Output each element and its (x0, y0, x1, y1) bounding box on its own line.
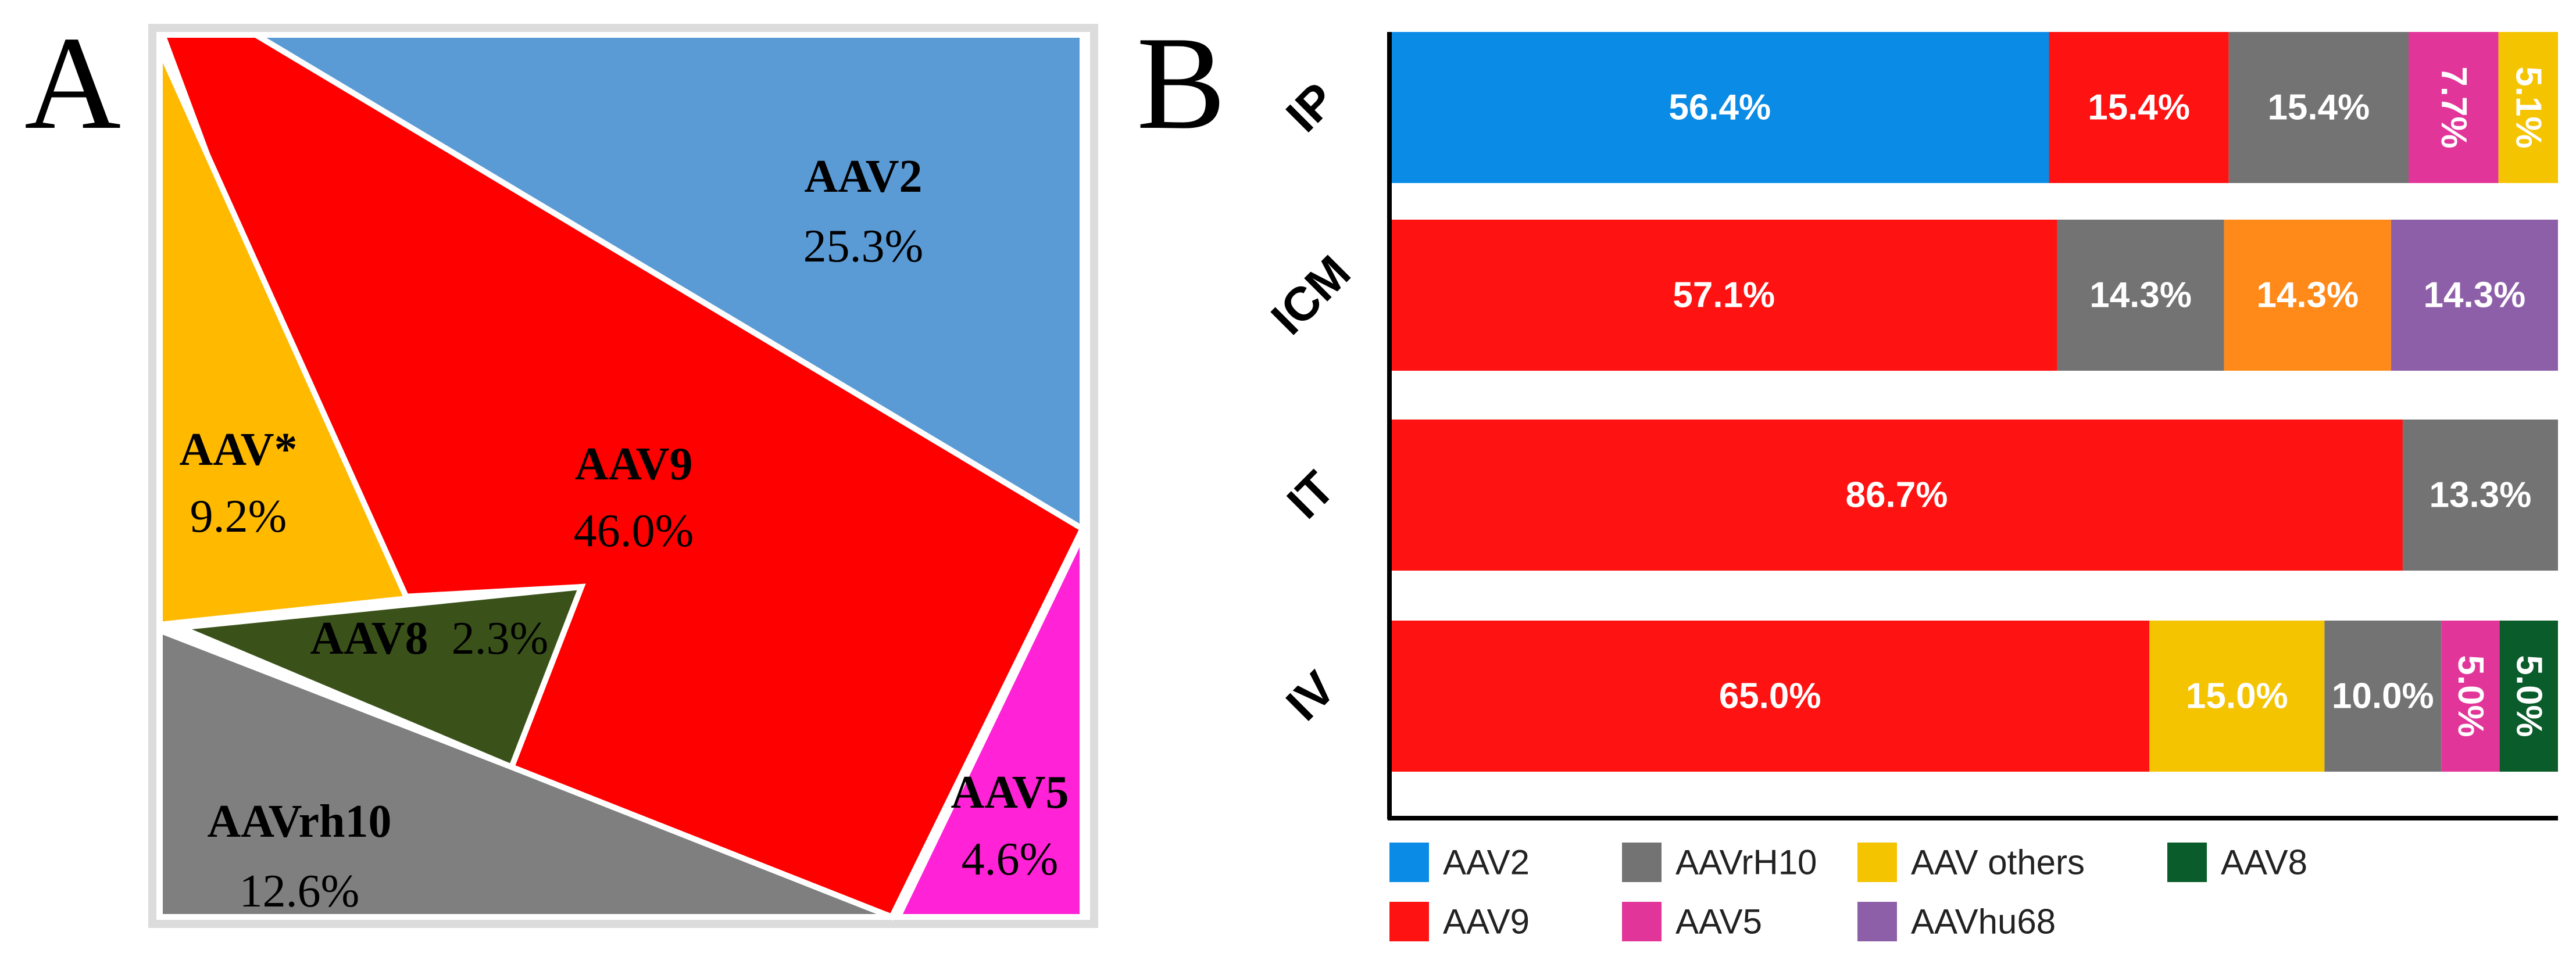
bar-it-aavrh10 (2402, 420, 2558, 571)
treemap-value-aav-star: 9.2% (190, 491, 287, 542)
bar-label-iv-0: 65.0% (1719, 676, 1821, 716)
treemap-label-aav-star: AAV* (179, 424, 297, 475)
legend: AAV2 AAVrH10 AAV others AAV8 AAV9 AAV5 AAVhu68 (1389, 843, 2307, 941)
bar-label-icm-1: 14.3% (2089, 275, 2192, 316)
treemap-value-aav9: 46.0% (574, 506, 694, 557)
legend-swatch-aav9 (1389, 902, 1429, 941)
y-tick-iv: IV (1276, 661, 1345, 730)
bar-ip-aav9 (2049, 32, 2229, 183)
bar-iv-aav5 (2441, 621, 2500, 772)
treemap-value-aav5: 4.6% (962, 834, 1059, 885)
bar-iv-aav9 (1391, 621, 2150, 772)
treemap-value-aav8: 2.3% (452, 613, 549, 664)
legend-label-aavrh10: AAVrH10 (1675, 843, 1817, 882)
panel-label-b: B (1137, 9, 1226, 157)
bar-label-ip-2: 15.4% (2267, 88, 2370, 128)
bar-icm-aavhu68 (2391, 220, 2558, 371)
legend-label-aavhu68: AAVhu68 (1911, 902, 2056, 941)
treemap-label-aav2: AAV2 (804, 151, 922, 202)
legend-swatch-aav8 (2167, 843, 2207, 882)
bar-label-iv-4: 5.0% (2509, 655, 2549, 737)
bar-label-ip-3: 7.7% (2434, 66, 2474, 148)
legend-swatch-aav-others (1857, 843, 1897, 882)
y-tick-icm: ICM (1262, 246, 1361, 345)
bar-label-it-0: 86.7% (1846, 475, 1948, 515)
y-tick-it: IT (1277, 461, 1345, 529)
bar-ip-aav-others (2498, 32, 2558, 183)
bar-label-iv-1: 15.0% (2186, 676, 2288, 716)
y-axis-labels: IP ICM IT IV (1262, 73, 1361, 730)
bar-label-iv-2: 10.0% (2332, 676, 2434, 716)
legend-swatch-aavrh10 (1622, 843, 1662, 882)
bar-ip-aavrh10 (2228, 32, 2409, 183)
treemap-label-aav8: AAV8 (310, 613, 428, 664)
legend-swatch-aav2 (1389, 843, 1429, 882)
bar-label-ip-1: 15.4% (2088, 88, 2190, 128)
bar-label-ip-0: 56.4% (1668, 88, 1771, 128)
treemap-value-aav2: 25.3% (803, 221, 924, 272)
bar-icm-icm-other (2224, 220, 2391, 371)
bar-label-icm-0: 57.1% (1673, 275, 1775, 316)
panel-a: A AAV2 25.3% AAV9 46.0% AAV* 9.2% AAV8 2… (24, 9, 1098, 928)
treemap-cell-aavrh10 (157, 626, 893, 920)
legend-label-aav9: AAV9 (1443, 902, 1530, 941)
treemap-a: AAV2 25.3% AAV9 46.0% AAV* 9.2% AAV8 2.3… (148, 24, 1098, 928)
treemap-label-aav9: AAV9 (574, 439, 692, 490)
legend-label-aav8: AAV8 (2221, 843, 2307, 882)
legend-swatch-aav5 (1622, 902, 1662, 941)
bar-iv-aav-others (2149, 621, 2325, 772)
bar-icm-aav9 (1391, 220, 2057, 371)
bar-icm-aavrh10 (2057, 220, 2224, 371)
panel-label-a: A (24, 9, 121, 157)
bar-label-icm-3: 14.3% (2424, 275, 2526, 316)
bar-label-iv-3: 5.0% (2450, 655, 2491, 737)
legend-label-aav2: AAV2 (1443, 843, 1530, 882)
legend-swatch-aavhu68 (1857, 902, 1897, 941)
legend-label-aav5: AAV5 (1675, 902, 1762, 941)
treemap-value-aavrh10: 12.6% (240, 866, 360, 917)
bar-iv-aav8 (2499, 621, 2558, 772)
bar-ip-aav5 (2408, 32, 2499, 183)
treemap-label-aav5: AAV5 (951, 767, 1069, 818)
bar-it-aav9 (1391, 420, 2403, 571)
treemap-cell-aav5 (894, 533, 1085, 920)
legend-label-aav-others: AAV others (1911, 843, 2085, 882)
bar-ip-aav2 (1391, 32, 2049, 183)
y-tick-ip: IP (1276, 73, 1345, 142)
bar-label-it-1: 13.3% (2429, 475, 2532, 515)
treemap-cell-aav-star (157, 48, 412, 628)
bar-iv-aavrh10 (2324, 621, 2442, 772)
bar-label-icm-2: 14.3% (2256, 275, 2359, 316)
treemap-label-aavrh10: AAVrh10 (207, 796, 391, 847)
stacked-bars: 56.4% 15.4% 15.4% 7.7% 5.1% 57.1% 14.3% 14.3% 14… (1391, 32, 2558, 772)
bar-label-ip-4: 5.1% (2508, 66, 2548, 148)
treemap-cell-aav8 (179, 583, 586, 771)
